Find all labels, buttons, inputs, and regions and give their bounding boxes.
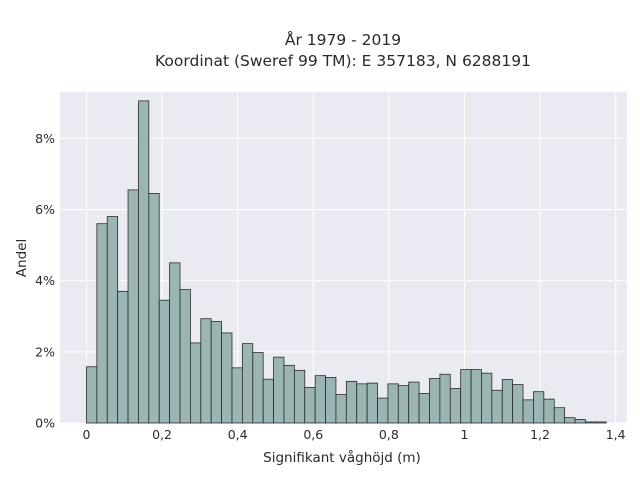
histogram-bar — [585, 421, 597, 424]
x-tick-label: 0,4 — [228, 427, 248, 442]
histogram-bar — [491, 389, 503, 424]
histogram-bar — [96, 223, 108, 424]
x-tick-labels: 0 0,2 0,4 0,6 0,8 1 1,2 1,4 — [82, 427, 625, 442]
y-tick-label: 0% — [35, 416, 55, 431]
histogram-bar — [273, 356, 285, 424]
histogram-bar — [314, 375, 326, 424]
histogram-bar — [439, 373, 451, 424]
histogram-bar — [553, 407, 566, 424]
histogram-bar — [543, 398, 555, 424]
histogram-bar — [262, 378, 274, 424]
histogram-bar — [127, 189, 139, 424]
x-tick-label: 0,2 — [152, 427, 172, 442]
histogram-bar — [366, 382, 378, 424]
x-axis-label: Signifikant våghöjd (m) — [263, 449, 421, 466]
histogram-bar — [325, 377, 337, 424]
x-tick-label: 1,2 — [530, 427, 550, 442]
histogram-bar — [293, 369, 306, 424]
histogram-bar — [397, 385, 410, 424]
histogram-bar — [148, 193, 160, 424]
histogram-bar — [190, 342, 202, 424]
histogram-bar — [283, 364, 295, 424]
x-tick-label: 0,8 — [379, 427, 399, 442]
histogram-bar — [501, 379, 514, 424]
histogram-bar — [106, 216, 119, 424]
y-tick-labels: 0% 2% 4% 6% 8% — [35, 131, 55, 431]
histogram-bar — [304, 387, 316, 424]
histogram-bar — [429, 378, 441, 424]
y-tick-label: 4% — [35, 273, 55, 288]
x-tick-label: 0 — [82, 427, 90, 442]
histogram-bar — [408, 381, 420, 424]
chart-title-line-1: År 1979 - 2019 — [285, 30, 401, 49]
histogram-bar — [179, 289, 191, 424]
histogram-bar — [210, 321, 222, 424]
histogram-bar — [377, 397, 389, 424]
histogram-bar — [418, 393, 430, 424]
chart-title-line-2: Koordinat (Sweref 99 TM): E 357183, N 62… — [155, 52, 531, 70]
histogram-bar — [533, 391, 545, 424]
histogram-bar — [387, 383, 399, 424]
histogram-bar — [86, 366, 98, 424]
histogram-bar — [574, 419, 586, 424]
y-tick-label: 8% — [35, 131, 55, 146]
histogram-bar — [345, 380, 358, 424]
histogram-bar — [241, 343, 254, 424]
histogram-bar — [335, 394, 347, 424]
histogram-bar — [470, 369, 482, 424]
histogram-bar — [481, 372, 493, 424]
histogram-bar — [595, 421, 607, 424]
histogram-bar — [252, 352, 264, 424]
histogram-bar — [564, 417, 576, 424]
histogram-bar — [356, 383, 368, 424]
histogram-bar — [221, 332, 233, 424]
histogram-bar — [117, 290, 129, 424]
histogram-bar — [138, 100, 150, 424]
histogram-bar — [512, 384, 524, 424]
histogram-bar — [460, 369, 472, 424]
histogram-bar — [158, 299, 171, 424]
bars — [86, 100, 607, 424]
histogram-bar — [169, 262, 181, 424]
x-tick-label: 0,6 — [303, 427, 323, 442]
y-tick-label: 2% — [35, 344, 55, 359]
x-tick-label: 1,4 — [606, 427, 626, 442]
y-tick-label: 6% — [35, 202, 55, 217]
histogram-bar — [231, 367, 243, 424]
x-tick-label: 1 — [460, 427, 468, 442]
histogram-bar — [522, 399, 534, 424]
histogram-bar — [200, 318, 212, 424]
histogram-bar — [449, 388, 462, 424]
y-axis-label: Andel — [14, 239, 30, 277]
